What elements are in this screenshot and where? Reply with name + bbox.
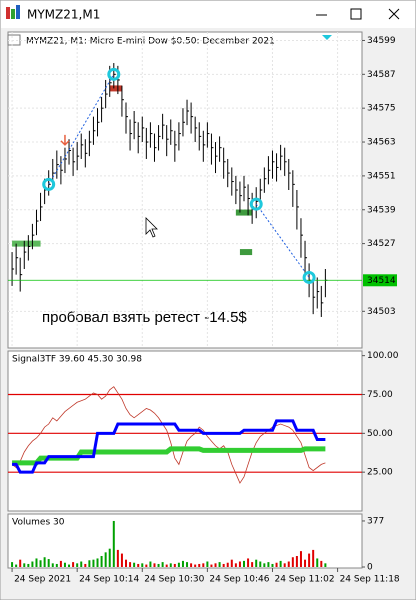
annotation: пробовал взять ретест -14.5$ <box>42 309 247 326</box>
indicator-line <box>12 419 326 474</box>
x-tick-label: 24 Sep 2021 <box>14 575 71 585</box>
y-tick-label: 377 <box>367 516 384 526</box>
mouse-cursor <box>145 217 158 238</box>
trade-marker <box>302 270 316 284</box>
y-tick-label: 34551 <box>367 171 396 181</box>
y-tick-label: 34575 <box>367 104 396 114</box>
x-tick-label: 24 Sep 11:18 <box>340 575 400 585</box>
y-tick-label: 50.00 <box>367 429 393 439</box>
volume-panel <box>7 513 363 569</box>
app-icon <box>6 5 20 19</box>
y-tick-label: 34527 <box>367 239 396 249</box>
maximize-button[interactable] <box>340 2 374 26</box>
volume-title: Volumes 30 <box>12 518 65 528</box>
trade-marker <box>249 197 263 211</box>
x-tick-label: 24 Sep 10:46 <box>209 575 269 585</box>
arrow-marker <box>60 134 70 146</box>
y-tick-label: 75.00 <box>367 390 393 400</box>
trade-marker <box>107 67 121 81</box>
y-tick-label: 0 <box>367 563 373 573</box>
level-box <box>239 249 253 256</box>
price-panel <box>7 31 363 349</box>
x-tick-label: 24 Sep 10:30 <box>144 575 204 585</box>
y-tick-label: 100.00 <box>367 351 399 361</box>
close-button[interactable] <box>375 2 413 26</box>
chart-title: MYMZ21, M1: Micro E-mini Dow $0.50: Dece… <box>26 37 275 47</box>
indicator-line <box>12 446 326 466</box>
minimize-button[interactable] <box>305 2 339 26</box>
window-title: MYMZ21,M1 <box>27 8 100 22</box>
x-tick-label: 24 Sep 10:14 <box>79 575 139 585</box>
trade-line <box>255 203 310 278</box>
trade-marker <box>42 177 56 191</box>
trade-line <box>48 74 115 185</box>
shift-marker <box>322 35 332 40</box>
indicator-title: Signal3TF 39.60 45.30 30.98 <box>12 355 142 365</box>
y-tick-label: 34539 <box>367 205 396 215</box>
level-box <box>235 209 253 216</box>
bid-label-box <box>363 274 397 287</box>
bid-label: 34514 <box>367 276 396 286</box>
y-tick-label: 34599 <box>367 36 396 46</box>
y-tick-label: 25.00 <box>367 468 393 478</box>
marks: 34599 34587 34575 34563 34551 34539 34527 34503… <box>8 32 400 585</box>
level-box <box>109 85 122 92</box>
y-tick-label: 34563 <box>367 138 396 148</box>
x-tick-label: 24 Sep 11:02 <box>274 575 334 585</box>
y-tick-label: 34503 <box>367 307 396 317</box>
level-box <box>12 240 41 247</box>
y-tick-label: 34587 <box>367 70 396 80</box>
